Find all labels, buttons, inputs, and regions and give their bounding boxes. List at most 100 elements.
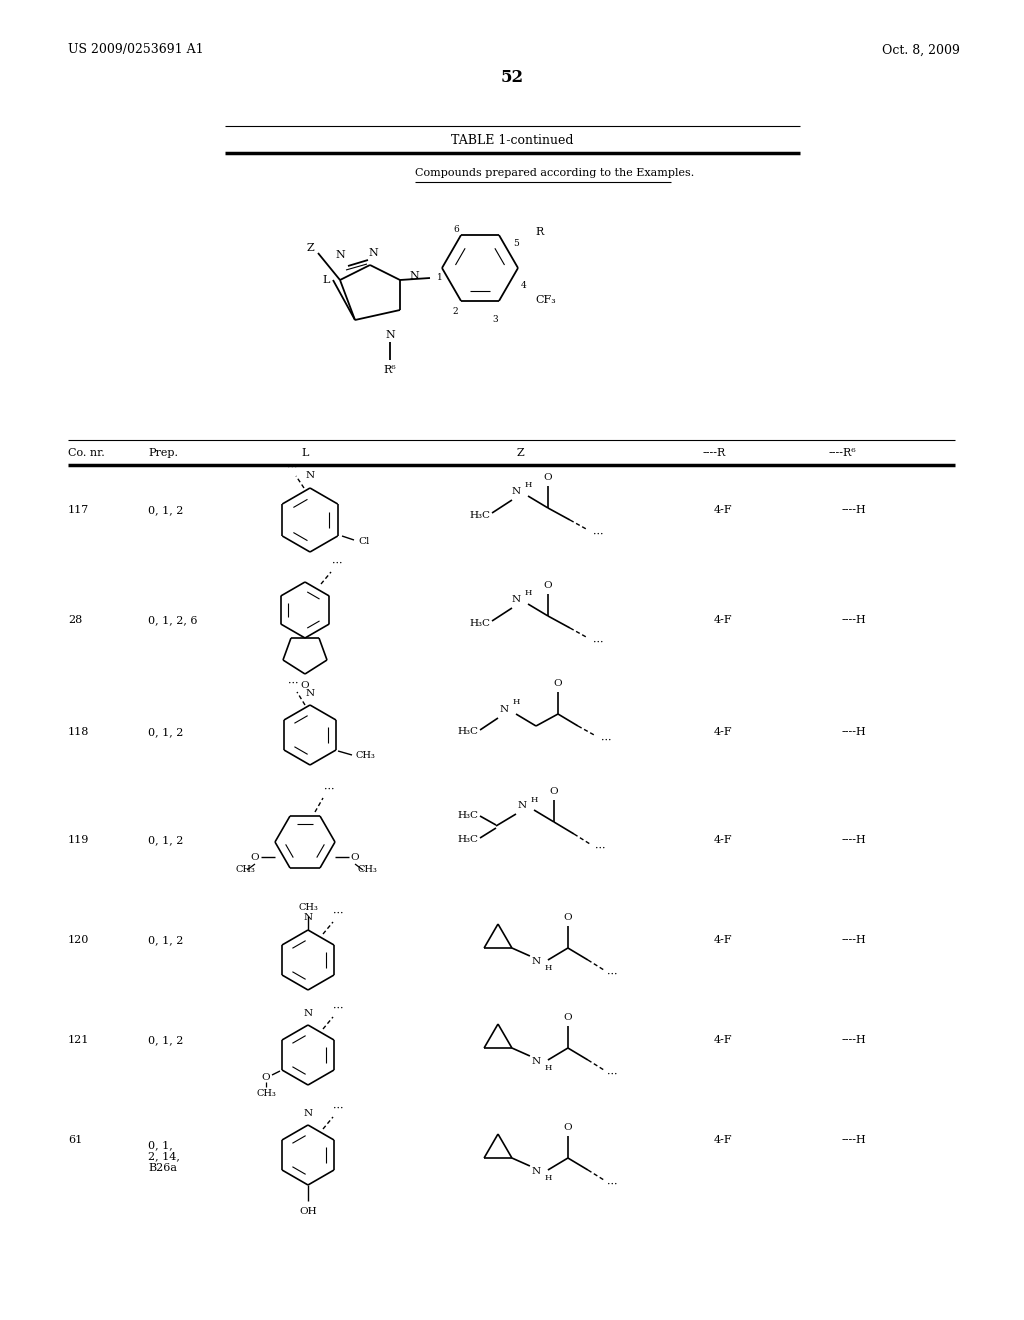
Text: O: O [544,581,552,590]
Text: US 2009/0253691 A1: US 2009/0253691 A1 [68,44,204,57]
Text: 4-F: 4-F [714,615,732,624]
Text: 121: 121 [68,1035,89,1045]
Text: O: O [262,1072,270,1081]
Text: 117: 117 [68,506,89,515]
Text: H: H [530,796,538,804]
Text: OH: OH [299,1206,316,1216]
Text: 0, 1, 2: 0, 1, 2 [148,1035,183,1045]
Text: N: N [305,689,314,697]
Text: ···: ··· [332,558,342,569]
Text: R: R [536,227,544,238]
Text: O: O [301,681,309,690]
Text: 118: 118 [68,727,89,737]
Text: ···: ··· [593,638,603,648]
Text: ----H: ----H [842,1035,866,1045]
Text: CH₃: CH₃ [236,866,255,874]
Text: N: N [517,801,526,810]
Text: O: O [563,912,572,921]
Text: R⁶: R⁶ [384,366,396,375]
Text: 0, 1,
2, 14,
B26a: 0, 1, 2, 14, B26a [148,1140,180,1173]
Text: 2: 2 [453,308,458,317]
Text: CH₃: CH₃ [357,866,377,874]
Text: H: H [524,480,531,488]
Text: N: N [335,249,345,260]
Text: O: O [554,678,562,688]
Text: N: N [531,1167,541,1176]
Text: 119: 119 [68,836,89,845]
Text: ----H: ----H [842,836,866,845]
Text: H: H [512,698,520,706]
Text: O: O [550,787,558,796]
Text: 61: 61 [68,1135,82,1144]
Text: TABLE 1-continued: TABLE 1-continued [451,133,573,147]
Text: N: N [368,248,378,257]
Text: 52: 52 [501,70,523,87]
Text: 0, 1, 2: 0, 1, 2 [148,935,183,945]
Text: ----H: ----H [842,1135,866,1144]
Text: O: O [350,853,359,862]
Text: CH₃: CH₃ [356,751,376,759]
Text: ···: ··· [324,785,334,795]
Text: H: H [544,964,552,972]
Text: ···: ··· [601,737,611,746]
Text: CH₃: CH₃ [256,1089,275,1097]
Text: O: O [251,853,259,862]
Text: Z: Z [306,243,313,253]
Text: ----R: ----R [702,447,726,458]
Text: ----H: ----H [842,727,866,737]
Text: N: N [410,271,419,281]
Text: ···: ··· [593,531,603,540]
Text: ···: ··· [287,463,297,473]
Text: ···: ··· [288,678,298,689]
Text: 0, 1, 2, 6: 0, 1, 2, 6 [148,615,198,624]
Text: O: O [563,1122,572,1131]
Text: ···: ··· [595,843,605,854]
Text: N: N [500,705,509,714]
Text: Prep.: Prep. [148,447,178,458]
Text: 4-F: 4-F [714,506,732,515]
Text: H: H [544,1173,552,1181]
Text: N: N [385,330,395,341]
Text: Cl: Cl [358,537,370,546]
Text: H: H [524,589,531,597]
Text: 1: 1 [437,273,442,282]
Text: CF₃: CF₃ [535,294,556,305]
Text: N: N [531,957,541,966]
Text: H: H [544,1064,552,1072]
Text: ···: ··· [333,1005,343,1014]
Text: 0, 1, 2: 0, 1, 2 [148,836,183,845]
Text: ----H: ----H [842,506,866,515]
Text: O: O [544,473,552,482]
Text: 28: 28 [68,615,82,624]
Text: ----H: ----H [842,935,866,945]
Text: N: N [303,1109,312,1118]
Text: ···: ··· [333,1104,343,1114]
Text: 0, 1, 2: 0, 1, 2 [148,506,183,515]
Text: 6: 6 [454,226,459,235]
Text: CH₃: CH₃ [298,903,317,912]
Text: 120: 120 [68,935,89,945]
Text: Oct. 8, 2009: Oct. 8, 2009 [882,44,961,57]
Text: H₃C: H₃C [457,810,478,820]
Text: 4-F: 4-F [714,727,732,737]
Text: ···: ··· [606,1071,617,1080]
Text: L: L [323,275,330,285]
Text: H₃C: H₃C [457,726,478,735]
Text: N: N [511,487,520,496]
Text: 4-F: 4-F [714,836,732,845]
Text: ···: ··· [333,909,343,919]
Text: H₃C: H₃C [469,619,490,627]
Text: ···: ··· [606,970,617,979]
Text: 4-F: 4-F [714,1135,732,1144]
Text: Compounds prepared according to the Examples.: Compounds prepared according to the Exam… [415,168,694,178]
Text: 4-F: 4-F [714,1035,732,1045]
Text: Co. nr.: Co. nr. [68,447,104,458]
Text: L: L [301,447,308,458]
Text: Z: Z [516,447,524,458]
Text: N: N [303,1008,312,1018]
Text: ----H: ----H [842,615,866,624]
Text: 0, 1, 2: 0, 1, 2 [148,727,183,737]
Text: H₃C: H₃C [457,836,478,845]
Text: N: N [305,471,314,480]
Text: 4: 4 [521,281,527,289]
